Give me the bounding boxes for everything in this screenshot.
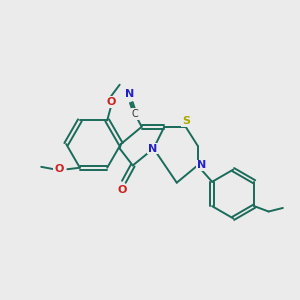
Text: N: N — [125, 89, 134, 99]
Text: N: N — [197, 160, 207, 170]
Text: S: S — [182, 116, 190, 126]
Text: O: O — [106, 97, 116, 107]
Text: O: O — [54, 164, 64, 174]
Text: O: O — [118, 185, 127, 195]
Text: C: C — [132, 109, 139, 119]
Text: N: N — [148, 143, 158, 154]
